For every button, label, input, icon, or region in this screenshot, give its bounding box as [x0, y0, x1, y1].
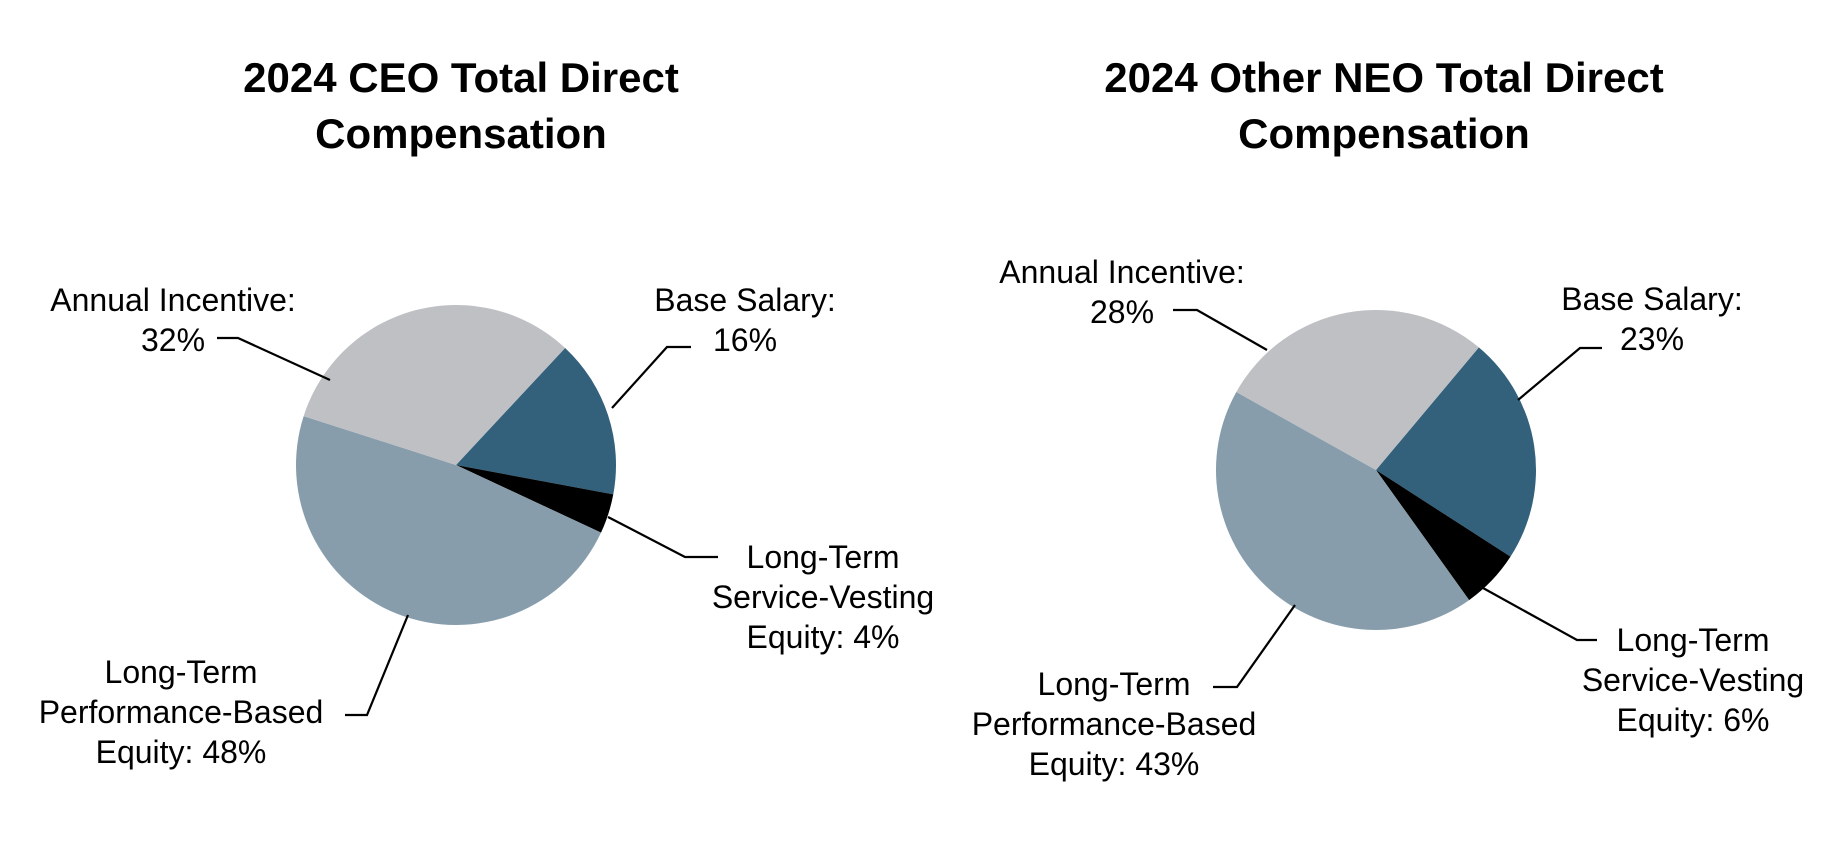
pie-slice-annual-incentive [1236, 309, 1479, 470]
neo-performance-based-label: Long-Term Performance-Based Equity: 43% [954, 664, 1274, 784]
neo-annual-incentive-label-line1: Annual Incentive: [999, 254, 1245, 290]
ceo-pie [296, 304, 617, 626]
ceo-chart-title-line2: Compensation [315, 110, 607, 157]
pie-slice-long-term-performance-based-equity [296, 416, 602, 626]
neo-performance-based-leader-line [1213, 604, 1296, 689]
neo-service-vesting-leader-line [1482, 587, 1597, 642]
neo-service-vesting-label-line1: Long-Term [1616, 622, 1770, 658]
neo-base-salary-label: Base Salary: 23% [1522, 279, 1782, 359]
pie-slice-base-salary [1376, 347, 1537, 557]
ceo-service-vesting-label: Long-Term Service-Vesting Equity: 4% [693, 537, 953, 657]
ceo-annual-incentive-label-line1: Annual Incentive: [50, 282, 296, 318]
neo-annual-incentive-label: Annual Incentive: 28% [982, 252, 1262, 332]
ceo-performance-based-label-line2: Performance-Based [38, 694, 324, 730]
neo-service-vesting-label-line3: Equity: 6% [1616, 702, 1770, 738]
ceo-service-vesting-label-line1: Long-Term [746, 539, 900, 575]
neo-chart-title-line1: 2024 Other NEO Total Direct [1104, 54, 1664, 101]
neo-service-vesting-label-line2: Service-Vesting [1581, 662, 1805, 698]
neo-service-vesting-label: Long-Term Service-Vesting Equity: 6% [1553, 620, 1833, 740]
pie-slice-annual-incentive [303, 304, 566, 465]
ceo-performance-based-label: Long-Term Performance-Based Equity: 48% [21, 652, 341, 772]
neo-annual-incentive-leader-line [1173, 308, 1268, 351]
neo-chart-title-line2: Compensation [1238, 110, 1530, 157]
pie-slice-long-term-service-vesting-equity [456, 465, 614, 533]
pie-slice-long-term-performance-based-equity [1215, 391, 1470, 631]
pie-slice-base-salary [456, 347, 617, 495]
neo-performance-based-label-line1: Long-Term [1037, 666, 1191, 702]
neo-annual-incentive-label-line2: 28% [1089, 294, 1155, 330]
neo-chart-title: 2024 Other NEO Total Direct Compensation [1044, 50, 1724, 162]
ceo-service-vesting-label-line3: Equity: 4% [746, 619, 900, 655]
ceo-service-vesting-leader-line [607, 516, 718, 559]
neo-base-salary-label-line2: 23% [1619, 321, 1685, 357]
ceo-service-vesting-label-line2: Service-Vesting [711, 579, 935, 615]
ceo-annual-incentive-leader-line [217, 336, 331, 382]
neo-performance-based-label-line3: Equity: 43% [1028, 746, 1200, 782]
pie-slice-long-term-service-vesting-equity [1376, 470, 1511, 601]
ceo-performance-based-leader-line [345, 614, 410, 717]
ceo-base-salary-label: Base Salary: 16% [615, 280, 875, 360]
ceo-base-salary-label-line1: Base Salary: [654, 282, 836, 318]
neo-performance-based-label-line2: Performance-Based [971, 706, 1257, 742]
ceo-annual-incentive-label: Annual Incentive: 32% [43, 280, 303, 360]
neo-pie [1215, 309, 1537, 631]
ceo-base-salary-label-line2: 16% [712, 322, 778, 358]
ceo-chart-title: 2024 CEO Total Direct Compensation [121, 50, 801, 162]
ceo-performance-based-label-line1: Long-Term [104, 654, 258, 690]
ceo-annual-incentive-label-line2: 32% [140, 322, 206, 358]
neo-base-salary-leader-line [1517, 346, 1602, 401]
ceo-chart-title-line1: 2024 CEO Total Direct [243, 54, 679, 101]
ceo-base-salary-leader-line [611, 345, 691, 409]
ceo-performance-based-label-line3: Equity: 48% [95, 734, 267, 770]
neo-base-salary-label-line1: Base Salary: [1561, 281, 1743, 317]
